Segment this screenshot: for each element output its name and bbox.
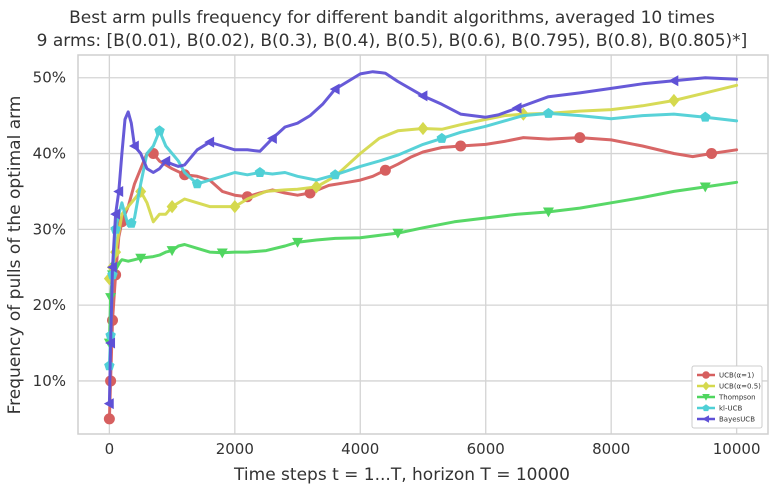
data-point-bayesucb (160, 155, 171, 167)
legend-label: BayesUCB (719, 416, 755, 424)
data-point-ucb-1 (574, 132, 586, 144)
data-point-kl-ucb (254, 166, 266, 177)
y-tick-label: 30% (33, 220, 66, 238)
legend-label: UCB(α=0.5) (719, 383, 761, 391)
data-point-ucb-1 (179, 169, 191, 181)
chart-subtitle: 9 arms: [B(0.01), B(0.02), B(0.3), B(0.4… (36, 31, 748, 51)
data-point-kl-ucb (191, 178, 203, 189)
data-point-thompson (542, 207, 554, 218)
data-point-bayesucb (417, 90, 428, 102)
y-tick-label: 10% (33, 372, 66, 390)
y-tick-label: 50% (33, 69, 66, 87)
data-point-bayesucb (110, 208, 121, 220)
data-point-ucb-1 (455, 140, 467, 152)
data-point-ucb-0-5 (310, 180, 322, 194)
data-point-bayesucb (329, 83, 340, 95)
legend-label: kl-UCB (719, 405, 743, 413)
data-point-kl-ucb (154, 125, 165, 136)
x-tick-label: 0 (105, 440, 115, 458)
data-point-bayesucb (668, 75, 679, 87)
series-line-thompson (107, 180, 739, 345)
data-point-bayesucb (128, 140, 139, 152)
data-point-thompson (699, 182, 711, 193)
data-point-thompson (392, 228, 404, 239)
data-point-bayesucb (113, 185, 124, 197)
data-point-ucb-0-5 (668, 93, 680, 108)
data-point-kl-ucb (700, 111, 711, 122)
data-point-bayesucb (511, 102, 522, 114)
legend-label: Thompson (718, 394, 756, 402)
data-point-thompson (166, 246, 178, 257)
data-point-thompson (216, 248, 228, 259)
legend-label: UCB(α=1) (719, 372, 754, 380)
data-point-kl-ucb (436, 132, 448, 143)
legend-swatch-marker (702, 371, 710, 379)
x-tick-label: 4000 (341, 440, 379, 458)
data-point-ucb-0-5 (229, 200, 241, 214)
x-axis-label: Time steps t = 1...T, horizon T = 10000 (234, 465, 570, 485)
data-point-ucb-1 (304, 187, 316, 199)
data-point-ucb-0-5 (166, 200, 178, 214)
data-point-ucb-1 (379, 164, 391, 176)
data-point-kl-ucb (126, 217, 137, 228)
data-point-kl-ucb (329, 169, 341, 180)
chart-title: Best arm pulls frequency for different b… (69, 8, 715, 28)
data-point-ucb-1 (706, 148, 718, 160)
x-tick-label: 6000 (467, 440, 505, 458)
data-point-ucb-1 (103, 413, 115, 425)
x-tick-label: 2000 (216, 440, 254, 458)
data-point-bayesucb (204, 136, 215, 148)
legend-box (691, 365, 763, 429)
data-point-ucb-0-5 (417, 121, 429, 136)
data-point-thompson (292, 237, 304, 248)
data-point-thompson (135, 253, 147, 264)
y-tick-label: 20% (33, 296, 66, 314)
data-point-bayesucb (266, 132, 277, 144)
legend-swatch-marker (702, 415, 710, 423)
y-tick-label: 40% (33, 145, 66, 163)
data-point-bayesucb (103, 398, 114, 410)
legend-swatch-marker (702, 393, 710, 401)
data-point-bayesucb (105, 337, 116, 349)
x-tick-label: 10000 (713, 440, 761, 458)
series-line-ucb-1 (107, 136, 739, 421)
series-line-bayesucb (107, 70, 739, 406)
data-point-kl-ucb (543, 107, 554, 118)
plot-frame (77, 54, 769, 435)
data-point-bayesucb (107, 261, 117, 273)
legend-swatch-marker (702, 404, 710, 412)
legend-swatch-marker (702, 381, 710, 391)
x-tick-label: 8000 (592, 440, 630, 458)
legend: UCB(α=1) UCB(α=0.5) Thompson kl-UCB BayesUCB (691, 365, 763, 429)
